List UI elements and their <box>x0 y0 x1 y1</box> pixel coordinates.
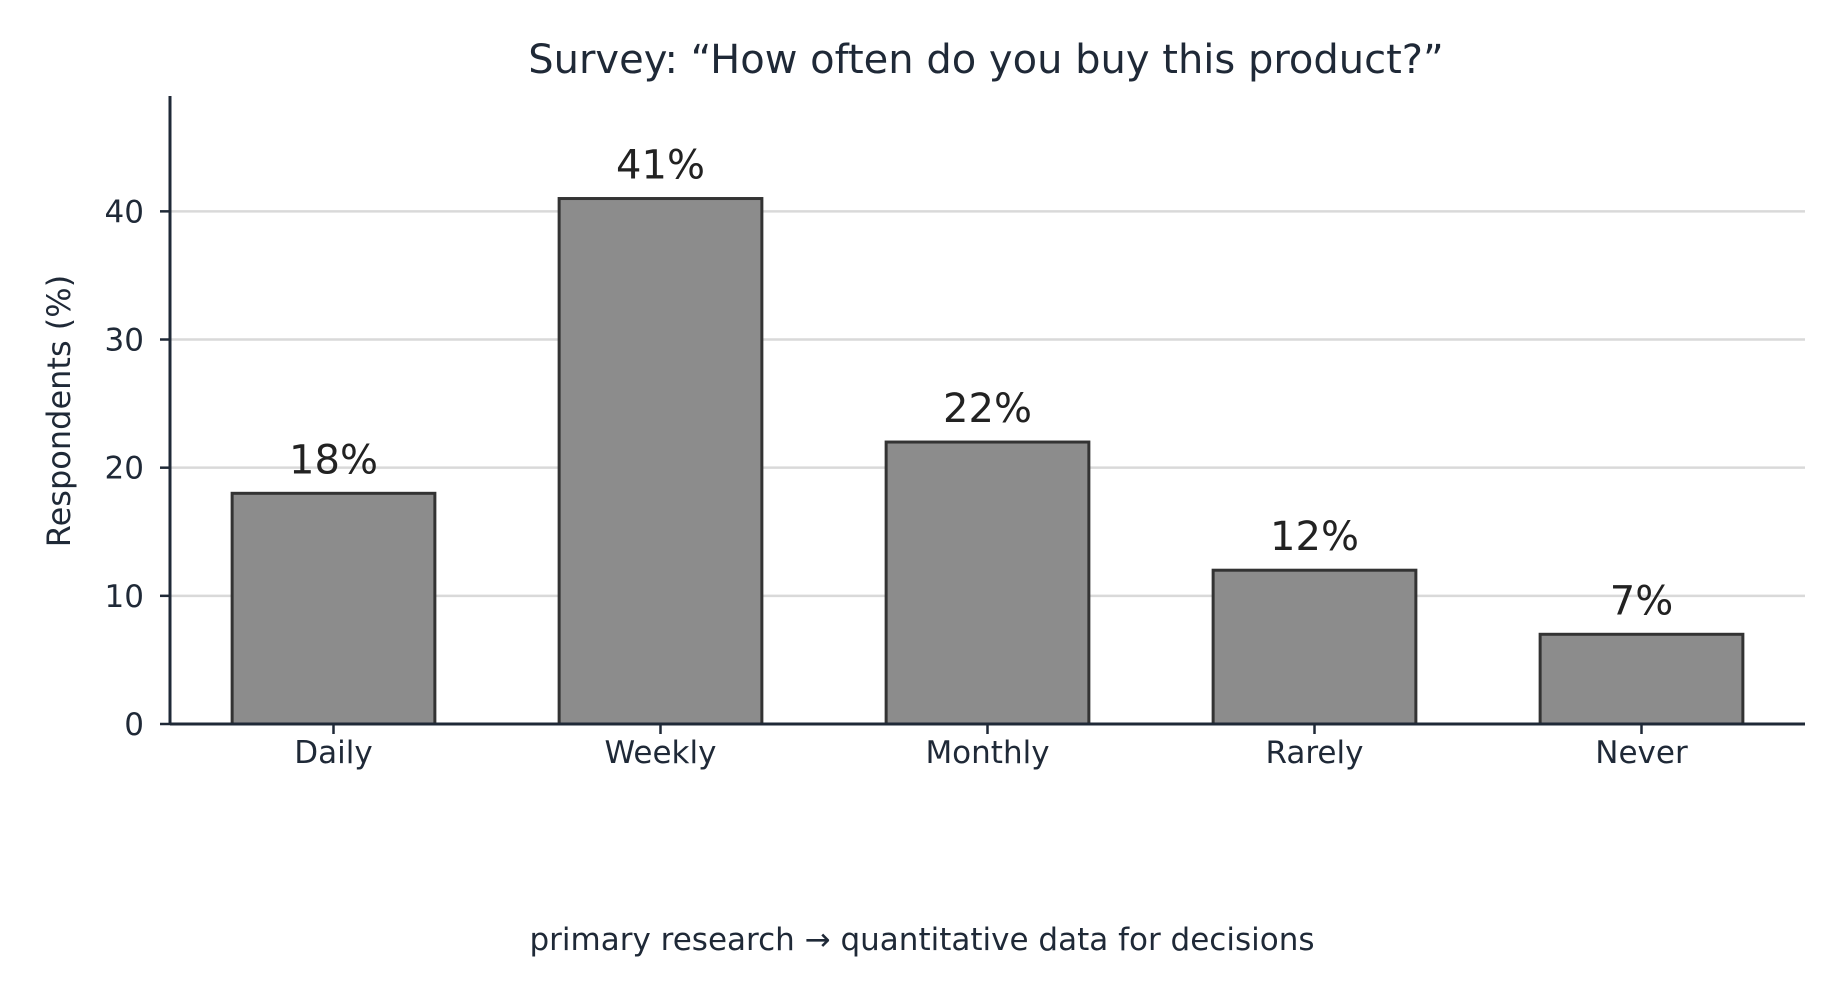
bar <box>1211 568 1418 726</box>
y-tick-label: 40 <box>105 194 144 230</box>
bar-value-label: 18% <box>289 437 378 483</box>
bars <box>230 197 1745 726</box>
data-labels: 18% 41% 22% 12% 7% <box>289 143 1673 625</box>
caption: primary research → quantitative data for… <box>530 922 1315 958</box>
bar-value-label: 41% <box>616 143 705 189</box>
bar-value-label: 22% <box>943 386 1032 432</box>
y-tick-label: 30 <box>105 323 144 359</box>
x-tick-label: Never <box>1595 735 1688 771</box>
chart-title: Survey: “How often do you buy this produ… <box>528 37 1444 83</box>
bar <box>230 491 437 726</box>
bar-value-label: 12% <box>1270 514 1359 560</box>
y-axis-label: Respondents (%) <box>40 275 78 547</box>
x-tick-label: Rarely <box>1266 735 1364 771</box>
bar <box>557 197 764 726</box>
y-tick-label: 20 <box>105 451 144 487</box>
y-ticks: 0 10 20 30 40 <box>105 194 170 743</box>
x-tick-label: Daily <box>294 735 372 771</box>
bar-value-label: 7% <box>1610 578 1673 624</box>
y-tick-label: 0 <box>124 707 144 743</box>
y-tick-label: 10 <box>105 579 144 615</box>
x-tick-label: Weekly <box>605 735 717 771</box>
bar <box>1538 632 1745 726</box>
bar <box>884 440 1091 726</box>
x-tick-label: Monthly <box>925 735 1049 771</box>
x-ticks: Daily Weekly Monthly Rarely Never <box>294 724 1688 771</box>
